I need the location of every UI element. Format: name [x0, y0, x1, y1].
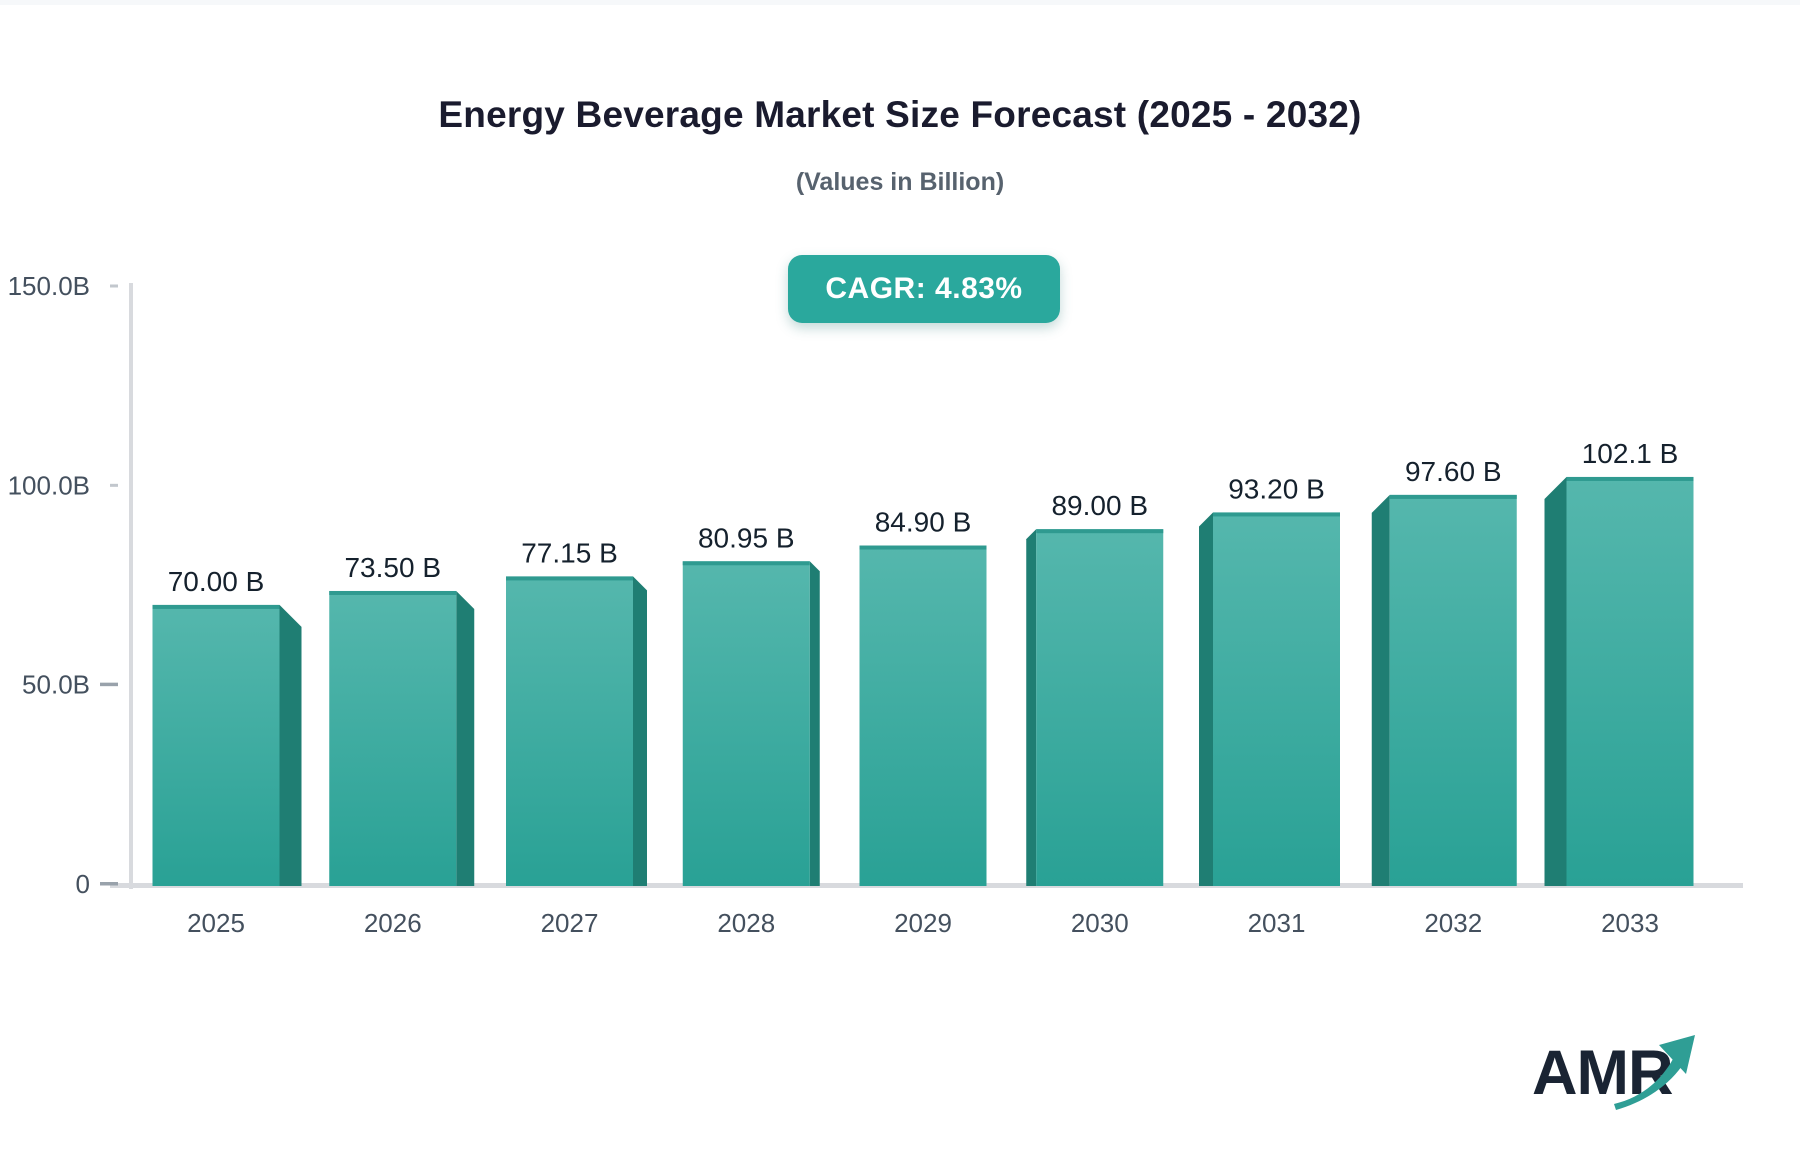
cagr-badge: CAGR: 4.83%: [788, 255, 1060, 323]
bar-top-edge: [1389, 494, 1517, 499]
bar-value-label: 89.00 B: [1051, 490, 1148, 521]
y-tick: [110, 284, 118, 288]
bar-value-label: 93.20 B: [1228, 473, 1325, 504]
chart-subtitle: (Values in Billion): [795, 168, 1005, 196]
bar-side-2025: [279, 604, 302, 886]
bar-top-edge: [682, 561, 810, 566]
x-category-label: 2031: [1248, 908, 1306, 938]
y-tick: [100, 682, 118, 687]
bar-side-2030: [1026, 529, 1037, 886]
bar-top-edge: [859, 545, 987, 550]
x-category-label: 2027: [541, 908, 599, 938]
bar-value-label: 97.60 B: [1405, 456, 1502, 487]
bar-2029: [859, 545, 987, 886]
x-category-label: 2025: [187, 908, 245, 938]
y-axis-line: [129, 283, 133, 889]
bar-side-2027: [633, 576, 647, 886]
bar-side-2033: [1544, 476, 1567, 886]
bar-2033: [1566, 476, 1694, 886]
bar-top-edge: [152, 604, 280, 609]
bar-2030: [1036, 529, 1164, 886]
y-tick: [100, 882, 118, 886]
bar-top-edge: [1566, 476, 1694, 481]
bar-value-label: 73.50 B: [344, 552, 441, 583]
bar-value-label: 77.15 B: [521, 537, 618, 568]
x-category-label: 2026: [364, 908, 422, 938]
x-category-label: 2032: [1424, 908, 1482, 938]
x-category-label: 2033: [1601, 908, 1659, 938]
chart-title: Energy Beverage Market Size Forecast (20…: [438, 94, 1362, 135]
bar-top-edge: [1213, 512, 1340, 517]
bar-value-label: 102.1 B: [1582, 438, 1679, 469]
bar-value-label: 70.00 B: [168, 566, 265, 597]
y-tick: [110, 483, 118, 487]
x-category-label: 2030: [1071, 908, 1129, 938]
bar-value-label: 80.95 B: [698, 522, 795, 553]
y-tick-label: 50.0B: [22, 670, 90, 700]
bar-2032: [1389, 494, 1517, 886]
trend-up-arrow-icon: [1614, 1035, 1695, 1110]
bar-2028: [682, 561, 810, 886]
y-tick-label: 0: [76, 869, 90, 899]
bar-2031: [1213, 512, 1340, 886]
bar-top-edge: [329, 590, 457, 595]
bar-2026: [329, 590, 457, 886]
bar-side-2032: [1371, 494, 1390, 886]
y-tick-label: 100.0B: [8, 470, 90, 500]
bar-value-label: 84.90 B: [875, 507, 972, 538]
cagr-badge-label: CAGR: 4.83%: [825, 272, 1023, 305]
y-tick-label: 150.0B: [8, 271, 90, 301]
bar-side-2031: [1199, 512, 1213, 886]
bar-2027: [506, 576, 633, 886]
x-category-label: 2029: [894, 908, 952, 938]
bar-2025: [152, 604, 280, 886]
bar-side-2028: [809, 561, 820, 886]
amr-logo-text: AMR: [1532, 1038, 1673, 1108]
bar-top-edge: [1036, 529, 1164, 534]
amr-logo: AMR: [1522, 1028, 1712, 1128]
bar-side-2026: [456, 590, 475, 886]
bar-top-edge: [506, 576, 633, 581]
x-category-label: 2028: [717, 908, 775, 938]
page-top-strip: [0, 0, 1800, 5]
